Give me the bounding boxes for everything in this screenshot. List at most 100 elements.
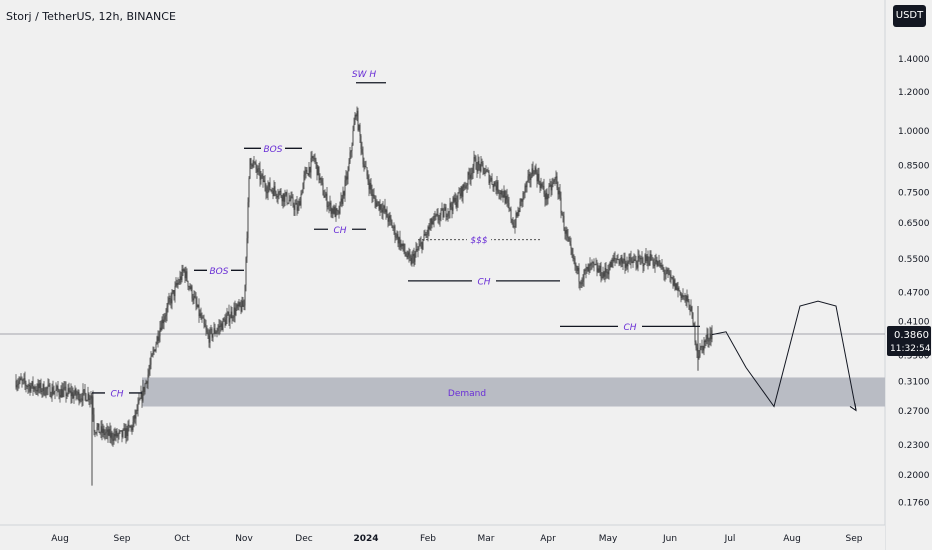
candle-body — [327, 205, 329, 207]
candle-body — [276, 195, 278, 198]
candle-body — [683, 296, 685, 297]
candle-body — [517, 210, 519, 216]
candle-body — [313, 158, 315, 159]
candle-body — [521, 198, 523, 202]
candle-body — [410, 258, 412, 264]
annotation-label-bg — [207, 264, 231, 277]
candle-body — [117, 434, 119, 437]
candle-body — [646, 256, 648, 262]
candle-body — [121, 430, 123, 437]
candle-body — [32, 381, 34, 389]
candle-body — [423, 234, 425, 240]
candle-body — [195, 297, 197, 304]
candle-body — [443, 210, 445, 218]
candle-body — [56, 385, 58, 390]
candle-body — [254, 162, 256, 164]
candle-body — [173, 290, 175, 297]
candle-body — [529, 174, 531, 180]
candle-body — [42, 384, 44, 391]
candle-body — [70, 390, 72, 397]
candle-body — [203, 318, 205, 324]
candle-body — [26, 386, 28, 387]
candle-body — [259, 168, 261, 180]
candle-body — [572, 254, 574, 259]
candle-body — [250, 158, 252, 166]
candle-body — [245, 257, 247, 286]
candle-body — [225, 318, 227, 326]
candle-body — [17, 383, 19, 385]
candle-body — [408, 252, 410, 256]
y-tick-label: 1.4000 — [898, 55, 930, 65]
candle-body — [541, 183, 543, 187]
candle-body — [314, 158, 316, 161]
candle-body — [549, 184, 551, 186]
candle-body — [235, 308, 237, 315]
candle-body — [432, 221, 434, 225]
candle-body — [383, 206, 385, 209]
candle-body — [475, 158, 477, 170]
candle-body — [595, 264, 597, 265]
candle-body — [322, 182, 324, 195]
candle-body — [532, 168, 534, 174]
candle-body — [136, 410, 138, 412]
candle-body — [80, 398, 82, 400]
candle-body — [349, 152, 351, 163]
candle-body — [656, 260, 658, 266]
candle-body — [360, 135, 362, 149]
candle-body — [400, 243, 402, 248]
currency-button[interactable]: USDT — [893, 5, 926, 27]
candle-body — [435, 214, 437, 217]
candle-body — [404, 250, 406, 254]
candle-body — [420, 242, 422, 244]
candle-body — [110, 432, 112, 438]
candle-body — [257, 168, 259, 173]
candle-body — [198, 304, 200, 317]
candle-body — [29, 384, 31, 392]
candle-body — [559, 190, 561, 198]
candle-body — [216, 330, 218, 333]
candle-body — [612, 259, 614, 261]
candle-body — [417, 248, 419, 251]
candle-body — [226, 314, 228, 319]
candle-body — [578, 267, 580, 282]
candle-body — [593, 261, 595, 265]
candle-body — [97, 423, 99, 428]
y-tick-label: 0.3100 — [898, 377, 930, 387]
candle-body — [614, 257, 616, 259]
candle-body — [419, 243, 421, 247]
candle-body — [670, 274, 672, 278]
candle-body — [451, 207, 453, 211]
candle-body — [618, 259, 620, 264]
candle-body — [562, 214, 564, 216]
candle-body — [239, 302, 241, 306]
candle-body — [504, 191, 506, 204]
candle-body — [174, 286, 176, 297]
candle-body — [299, 201, 301, 206]
candle-body — [311, 156, 313, 159]
candle-body — [272, 190, 274, 197]
candle-body — [472, 166, 474, 174]
candle-body — [255, 162, 257, 169]
x-tick-label: Sep — [846, 534, 863, 544]
candle-body — [159, 327, 161, 337]
candle-body — [461, 186, 463, 197]
candle-body — [609, 261, 611, 270]
candle-body — [46, 387, 48, 389]
candle-body — [128, 424, 130, 426]
candle-body — [639, 257, 641, 260]
annotation-label-bg — [105, 386, 129, 399]
candle-body — [103, 428, 105, 435]
candle-body — [655, 260, 657, 262]
candle-body — [454, 197, 456, 202]
candle-body — [574, 258, 576, 266]
candle-body — [283, 193, 285, 202]
candle-body — [664, 273, 666, 275]
x-tick-label: Mar — [478, 534, 495, 544]
candle-body — [696, 347, 698, 352]
candle-body — [25, 383, 27, 387]
candle-body — [409, 255, 411, 259]
candle-body — [511, 219, 513, 223]
candle-body — [395, 237, 397, 238]
candle-body — [175, 283, 177, 287]
